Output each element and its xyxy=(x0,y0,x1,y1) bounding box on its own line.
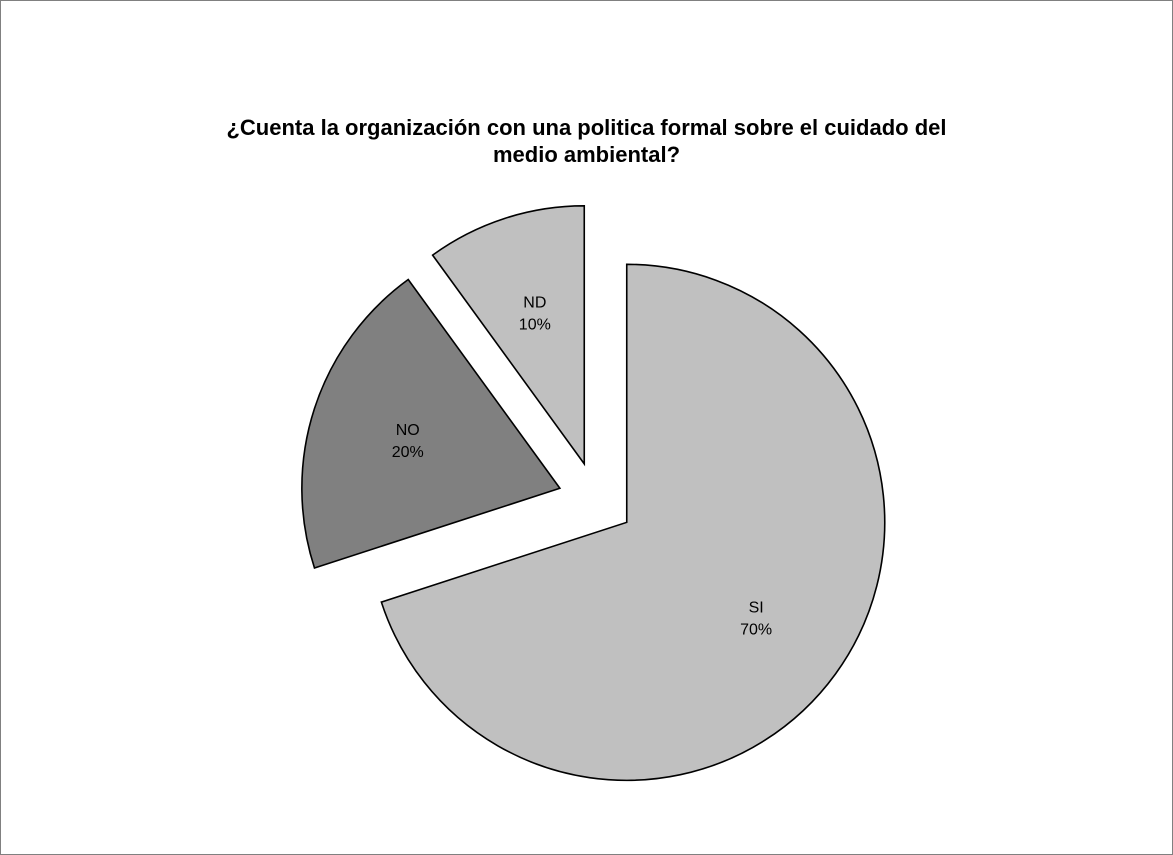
slice-category-label-no: NO xyxy=(396,422,420,439)
slice-value-label-nd: 10% xyxy=(519,317,551,334)
pie-slice-nd xyxy=(431,205,586,467)
chart-title-line-2: medio ambiental? xyxy=(492,142,681,167)
slice-category-label-nd: ND xyxy=(523,295,546,312)
slice-value-label-no: 20% xyxy=(392,444,424,461)
chart-title-line-1: ¿Cuenta la organización con una politica… xyxy=(226,115,947,140)
slice-category-label-si: SI xyxy=(749,599,764,616)
pie-slice-no xyxy=(301,278,562,569)
pie-slice-si xyxy=(380,263,886,782)
slice-value-label-si: 70% xyxy=(740,621,772,638)
chart-title: ¿Cuenta la organización con una politica… xyxy=(130,114,1043,168)
